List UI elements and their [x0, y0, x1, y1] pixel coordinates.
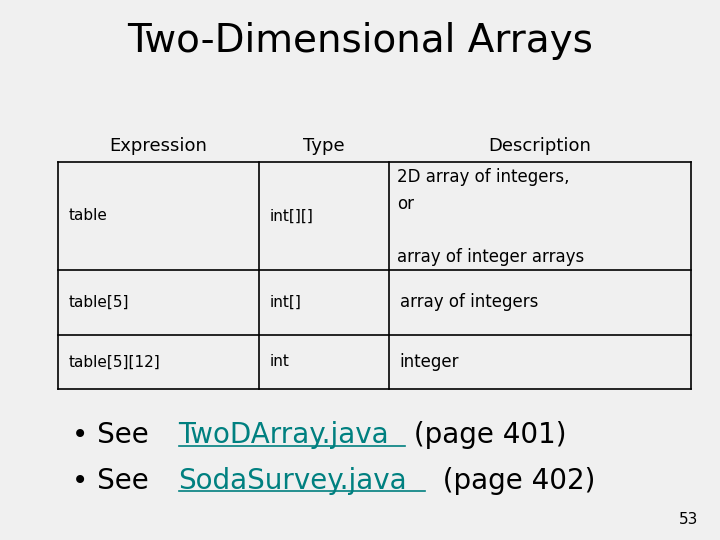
Text: Two-Dimensional Arrays: Two-Dimensional Arrays [127, 22, 593, 59]
Text: • See: • See [72, 467, 158, 495]
Text: Type: Type [303, 137, 345, 155]
Text: int: int [270, 354, 290, 369]
Text: Expression: Expression [109, 137, 207, 155]
Text: SodaSurvey.java: SodaSurvey.java [179, 467, 408, 495]
Text: table[5]: table[5] [68, 295, 129, 310]
Text: • See: • See [72, 421, 158, 449]
Text: table[5][12]: table[5][12] [68, 354, 160, 369]
Text: array of integers: array of integers [400, 293, 538, 312]
Text: Description: Description [489, 137, 591, 155]
Text: integer: integer [400, 353, 459, 371]
Text: 2D array of integers,
or

array of integer arrays: 2D array of integers, or array of intege… [397, 168, 585, 266]
Text: (page 402): (page 402) [425, 467, 595, 495]
Text: TwoDArray.java: TwoDArray.java [179, 421, 390, 449]
Text: 53: 53 [679, 511, 698, 526]
Text: int[][]: int[][] [270, 208, 314, 224]
Text: (page 401): (page 401) [405, 421, 566, 449]
Text: table: table [68, 208, 107, 224]
Text: int[]: int[] [270, 295, 302, 310]
